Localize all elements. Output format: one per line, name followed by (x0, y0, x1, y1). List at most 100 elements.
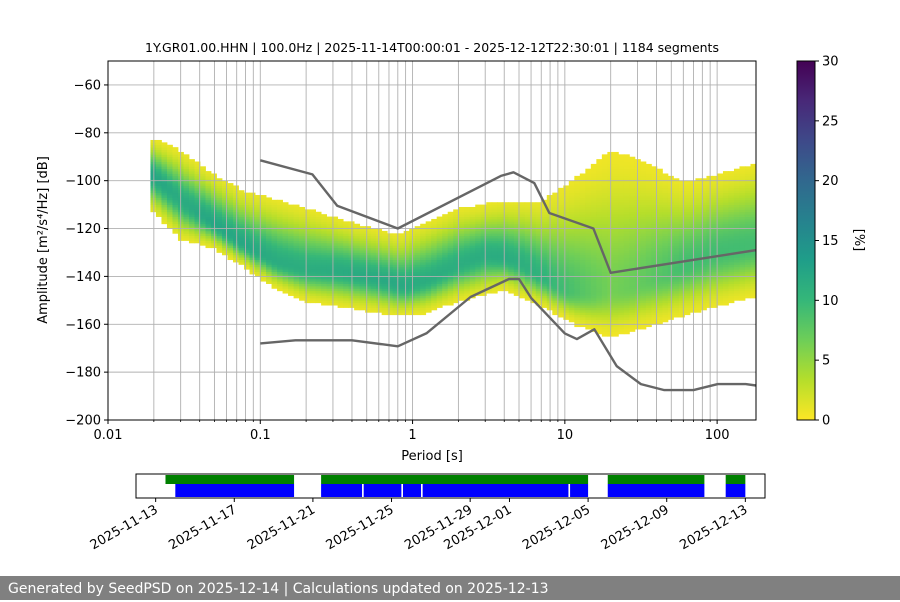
psd-cell (420, 288, 426, 291)
psd-cell (288, 221, 294, 224)
psd-cell (679, 224, 685, 227)
psd-cell (734, 231, 740, 234)
psd-cell (415, 243, 421, 246)
psd-cell (365, 267, 371, 270)
psd-cell (189, 193, 195, 196)
psd-cell (662, 248, 668, 251)
psd-cell (684, 269, 690, 272)
psd-cell (734, 224, 740, 227)
psd-cell (618, 331, 624, 334)
psd-cell (261, 209, 267, 212)
psd-cell (728, 209, 734, 212)
psd-cell (684, 233, 690, 236)
psd-cell (723, 197, 729, 200)
psd-cell (541, 241, 547, 244)
psd-cell (662, 183, 668, 186)
psd-cell (701, 281, 707, 284)
psd-cell (387, 305, 393, 308)
psd-cell (717, 200, 723, 203)
psd-cell (222, 209, 228, 212)
psd-cell (519, 241, 525, 244)
psd-cell (272, 286, 278, 289)
psd-cell (448, 238, 454, 241)
psd-cell (723, 207, 729, 210)
psd-cell (470, 207, 476, 210)
psd-cell (574, 257, 580, 260)
psd-cell (662, 255, 668, 258)
psd-cell (266, 238, 272, 241)
psd-cell (679, 245, 685, 248)
psd-cell (580, 279, 586, 282)
psd-cell (426, 284, 432, 287)
psd-cell (739, 195, 745, 198)
psd-cell (640, 308, 646, 311)
psd-cell (266, 236, 272, 239)
psd-cell (217, 233, 223, 236)
psd-cell (261, 219, 267, 222)
psd-cell (398, 286, 404, 289)
psd-cell (183, 195, 189, 198)
psd-cell (580, 298, 586, 301)
psd-cell (272, 284, 278, 287)
psd-cell (646, 243, 652, 246)
psd-cell (679, 190, 685, 193)
psd-cell (519, 217, 525, 220)
psd-cell (706, 288, 712, 291)
psd-cell (299, 288, 305, 291)
psd-cell (706, 209, 712, 212)
psd-cell (591, 288, 597, 291)
psd-cell (662, 207, 668, 210)
psd-cell (299, 286, 305, 289)
psd-cell (398, 308, 404, 311)
psd-cell (437, 245, 443, 248)
psd-cell (690, 224, 696, 227)
psd-cell (640, 185, 646, 188)
psd-cell (602, 171, 608, 174)
psd-cell (371, 245, 377, 248)
psd-cell (706, 296, 712, 299)
psd-cell (525, 262, 531, 265)
psd-cell (508, 284, 514, 287)
psd-cell (563, 207, 569, 210)
psd-cell (613, 176, 619, 179)
psd-cell (629, 279, 635, 282)
psd-cell (321, 219, 327, 222)
psd-cell (723, 219, 729, 222)
psd-cell (277, 207, 283, 210)
psd-cell (272, 255, 278, 258)
psd-cell (558, 243, 564, 246)
psd-cell (481, 255, 487, 258)
psd-cell (161, 171, 167, 174)
psd-cell (327, 238, 333, 241)
psd-cell (321, 260, 327, 263)
psd-cell (728, 293, 734, 296)
psd-cell (640, 236, 646, 239)
psd-cell (431, 293, 437, 296)
psd-cell (321, 236, 327, 239)
psd-cell (728, 202, 734, 205)
psd-cell (728, 262, 734, 265)
psd-cell (277, 281, 283, 284)
psd-cell (283, 221, 289, 224)
psd-cell (305, 214, 311, 217)
psd-cell (156, 176, 162, 179)
psd-cell (717, 193, 723, 196)
psd-cell (217, 219, 223, 222)
psd-cell (673, 238, 679, 241)
psd-cell (734, 298, 740, 301)
psd-cell (492, 248, 498, 251)
psd-cell (624, 288, 630, 291)
psd-cell (250, 221, 256, 224)
psd-cell (272, 200, 278, 203)
psd-cell (272, 248, 278, 251)
psd-cell (415, 255, 421, 258)
psd-cell (690, 291, 696, 294)
psd-cell (745, 257, 751, 260)
psd-cell (734, 202, 740, 205)
psd-cell (646, 279, 652, 282)
psd-cell (739, 188, 745, 191)
psd-cell (189, 200, 195, 203)
psd-cell (426, 310, 432, 313)
psd-cell (233, 224, 239, 227)
psd-cell (266, 217, 272, 220)
